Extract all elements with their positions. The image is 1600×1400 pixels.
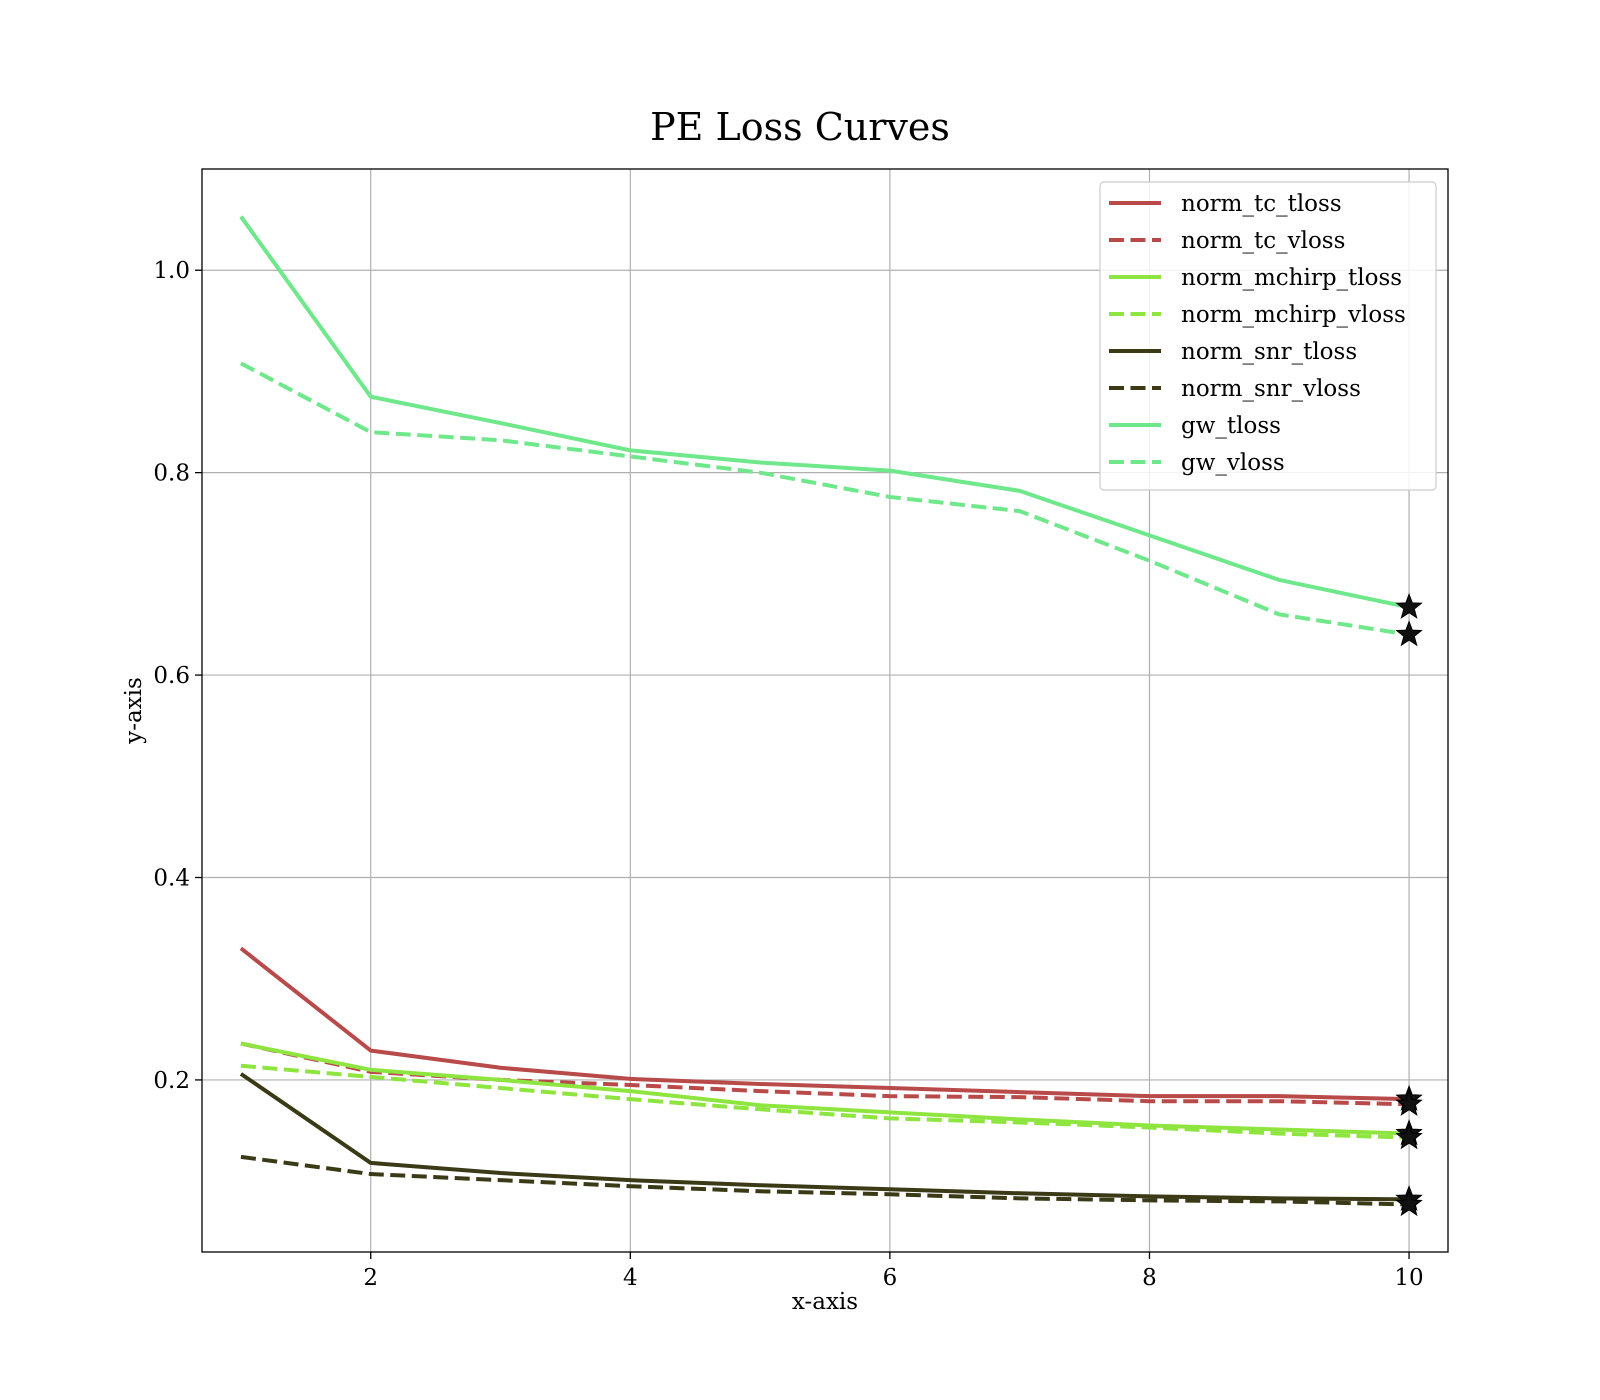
legend-label-norm_mchirp_tloss: norm_mchirp_tloss (1181, 265, 1402, 291)
series-line-gw_vloss (240, 361, 1410, 637)
legend: norm_tc_tloss norm_tc_vloss norm_mchirp_tl… (1099, 181, 1437, 491)
x-tick-label: 8 (1142, 1265, 1157, 1291)
end-star-marker-norm_snr_vloss (1395, 1190, 1423, 1217)
end-star-marker-gw_tloss (1395, 592, 1423, 619)
x-axis-label: x-axis (792, 1289, 858, 1315)
y-tick-label: 0.2 (153, 1068, 190, 1094)
series-line-gw_tloss (239, 215, 1410, 610)
x-tick-label: 2 (363, 1265, 378, 1291)
tick-layer: 2 4 6 8 10 0.2 0.4 0.6 0.8 1.0 (153, 258, 1423, 1291)
series-line-norm_mchirp_vloss (240, 1063, 1410, 1140)
y-axis-label: y-axis (121, 677, 147, 745)
end-star-marker-norm_tc_vloss (1395, 1089, 1423, 1116)
series-line-norm_snr_vloss (240, 1154, 1410, 1207)
x-tick-label: 10 (1394, 1265, 1423, 1291)
y-tick-label: 0.8 (153, 461, 190, 487)
legend-label-gw_tloss: gw_tloss (1181, 413, 1281, 439)
x-tick-label: 6 (883, 1265, 898, 1291)
x-tick-label: 4 (623, 1265, 638, 1291)
legend-label-norm_snr_tloss: norm_snr_tloss (1181, 339, 1357, 365)
y-tick-label: 0.4 (153, 866, 190, 892)
y-tick-label: 0.6 (153, 663, 190, 689)
legend-label-norm_tc_tloss: norm_tc_tloss (1181, 191, 1342, 217)
legend-label-gw_vloss: gw_vloss (1181, 450, 1285, 476)
legend-label-norm_mchirp_vloss: norm_mchirp_vloss (1181, 302, 1406, 328)
series-line-norm_snr_tloss (239, 1072, 1410, 1202)
legend-box (1099, 181, 1437, 491)
legend-label-norm_tc_vloss: norm_tc_vloss (1181, 228, 1345, 254)
end-star-marker-gw_vloss (1395, 620, 1423, 647)
legend-label-norm_snr_vloss: norm_snr_vloss (1181, 376, 1361, 402)
series-layer (239, 215, 1423, 1217)
series-line-norm_mchirp_tloss (240, 1041, 1410, 1136)
plot-frame (201, 168, 1449, 1253)
y-tick-label: 1.0 (153, 258, 190, 284)
end-star-marker-norm_mchirp_vloss (1395, 1123, 1423, 1150)
series-line-norm_tc_tloss (239, 946, 1410, 1102)
chart-title: PE Loss Curves (650, 105, 950, 149)
